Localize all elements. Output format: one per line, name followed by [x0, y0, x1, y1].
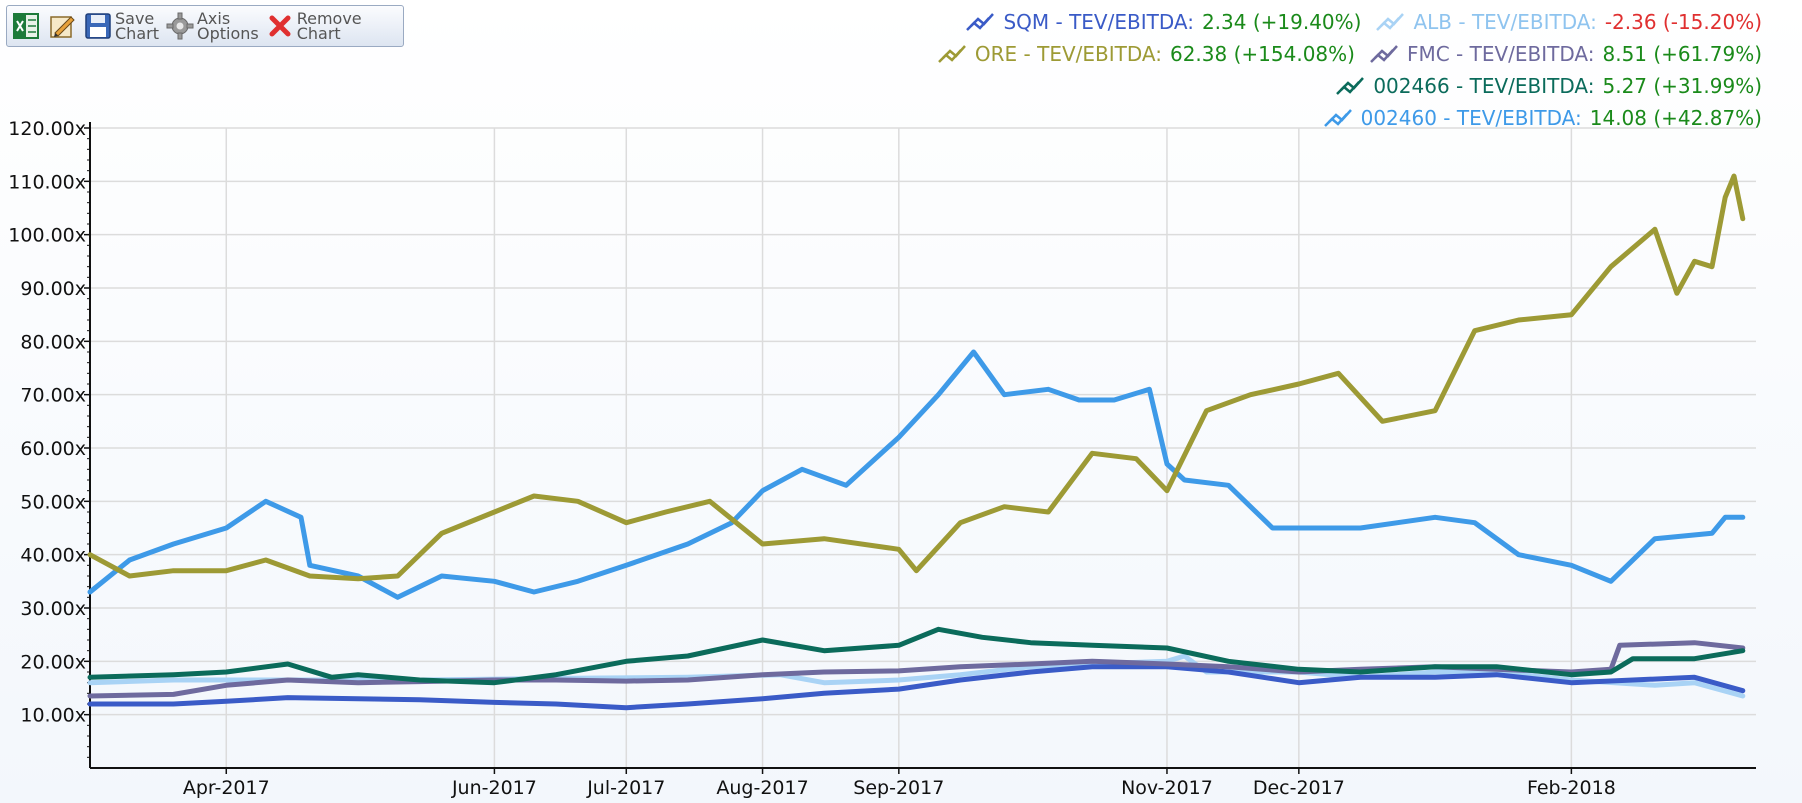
y-tick-label: 30.00x [20, 598, 86, 620]
edit-chart-button[interactable] [47, 11, 77, 41]
legend-series-value: -2.36 (-15.20%) [1604, 10, 1762, 34]
x-tick-label: Aug-2017 [716, 777, 808, 799]
legend-line-icon [1370, 45, 1398, 63]
legend-series-value: 14.08 (+42.87%) [1589, 106, 1762, 130]
legend-series-name: SQM - TEV/EBITDA: [1003, 10, 1194, 34]
gear-icon [166, 12, 194, 40]
axis-options-label: Axis Options [196, 9, 259, 43]
legend-series-value: 5.27 (+31.99%) [1602, 74, 1762, 98]
legend-item[interactable]: 002460 - TEV/EBITDA: 14.08 (+42.87%) [1323, 102, 1762, 134]
chart-series [87, 173, 1746, 711]
y-tick-label: 50.00x [20, 491, 86, 513]
legend-series-name: ORE - TEV/EBITDA: [974, 42, 1162, 66]
red-x-icon [269, 15, 291, 37]
x-tick-label: Dec-2017 [1253, 777, 1345, 799]
y-tick-label: 70.00x [20, 385, 86, 407]
legend-item[interactable]: ALB - TEV/EBITDA: -2.36 (-15.20%) [1375, 6, 1762, 38]
axis-options-button[interactable]: Axis Options [165, 9, 259, 43]
y-tick-label: 120.00x [8, 118, 86, 140]
legend-line-icon [938, 45, 966, 63]
legend-series-name: 002460 - TEV/EBITDA: [1360, 106, 1582, 130]
legend-series-name: FMC - TEV/EBITDA: [1406, 42, 1595, 66]
legend-line-icon [1336, 77, 1365, 95]
y-tick-label: 60.00x [20, 438, 86, 460]
y-tick-label: 40.00x [20, 545, 86, 567]
chart-axes: 10.00x 20.00x 30.00x 40.00x 50.00x 60.00x 70.0… [8, 118, 1756, 799]
x-tick-label: Feb-2018 [1527, 777, 1616, 799]
legend-series-value: 8.51 (+61.79%) [1602, 42, 1762, 66]
legend-line-icon [966, 13, 995, 31]
y-tick-label: 90.00x [20, 278, 86, 300]
series-line [87, 626, 1746, 686]
y-tick-label: 110.00x [8, 171, 86, 193]
legend-series-value: 2.34 (+19.40%) [1201, 10, 1362, 34]
legend-item[interactable]: 002466 - TEV/EBITDA: 5.27 (+31.99%) [1335, 70, 1762, 102]
legend-item[interactable]: SQM - TEV/EBITDA: 2.34 (+19.40%) [965, 6, 1361, 38]
legend-line-icon [1323, 109, 1352, 127]
floppy-disk-icon [85, 13, 111, 39]
series-line [87, 349, 1746, 600]
legend-series-value: 62.38 (+154.08%) [1169, 42, 1355, 66]
series-line [87, 173, 1746, 582]
series-line [87, 664, 1746, 711]
chart-legend: SQM - TEV/EBITDA: 2.34 (+19.40%) ALB - TEV… [422, 6, 1762, 134]
y-tick-label: 80.00x [20, 331, 86, 353]
x-tick-label: Jul-2017 [586, 777, 665, 799]
x-tick-label: Apr-2017 [183, 777, 270, 799]
y-tick-label: 10.00x [20, 705, 86, 727]
excel-export-button[interactable] [11, 11, 41, 41]
save-chart-label: Save Chart [115, 9, 159, 43]
legend-series-name: ALB - TEV/EBITDA: [1413, 10, 1597, 34]
x-tick-label: Nov-2017 [1121, 777, 1213, 799]
x-tick-label: Jun-2017 [451, 777, 537, 799]
y-tick-label: 100.00x [8, 225, 86, 247]
legend-item[interactable]: FMC - TEV/EBITDA: 8.51 (+61.79%) [1369, 38, 1762, 70]
remove-chart-button[interactable]: Remove Chart [265, 9, 362, 43]
legend-line-icon [1376, 13, 1405, 31]
remove-chart-label: Remove Chart [296, 9, 362, 43]
excel-icon [13, 13, 39, 39]
edit-chart-icon [50, 16, 75, 38]
x-tick-label: Sep-2017 [853, 777, 944, 799]
chart-grid [90, 127, 1756, 768]
legend-series-name: 002466 - TEV/EBITDA: [1373, 74, 1595, 98]
y-tick-label: 20.00x [20, 651, 86, 673]
legend-item[interactable]: ORE - TEV/EBITDA: 62.38 (+154.08%) [937, 38, 1355, 70]
save-chart-button[interactable]: Save Chart [83, 9, 159, 43]
chart-toolbar: Save Chart Axis Options Remove Chart [6, 5, 404, 47]
